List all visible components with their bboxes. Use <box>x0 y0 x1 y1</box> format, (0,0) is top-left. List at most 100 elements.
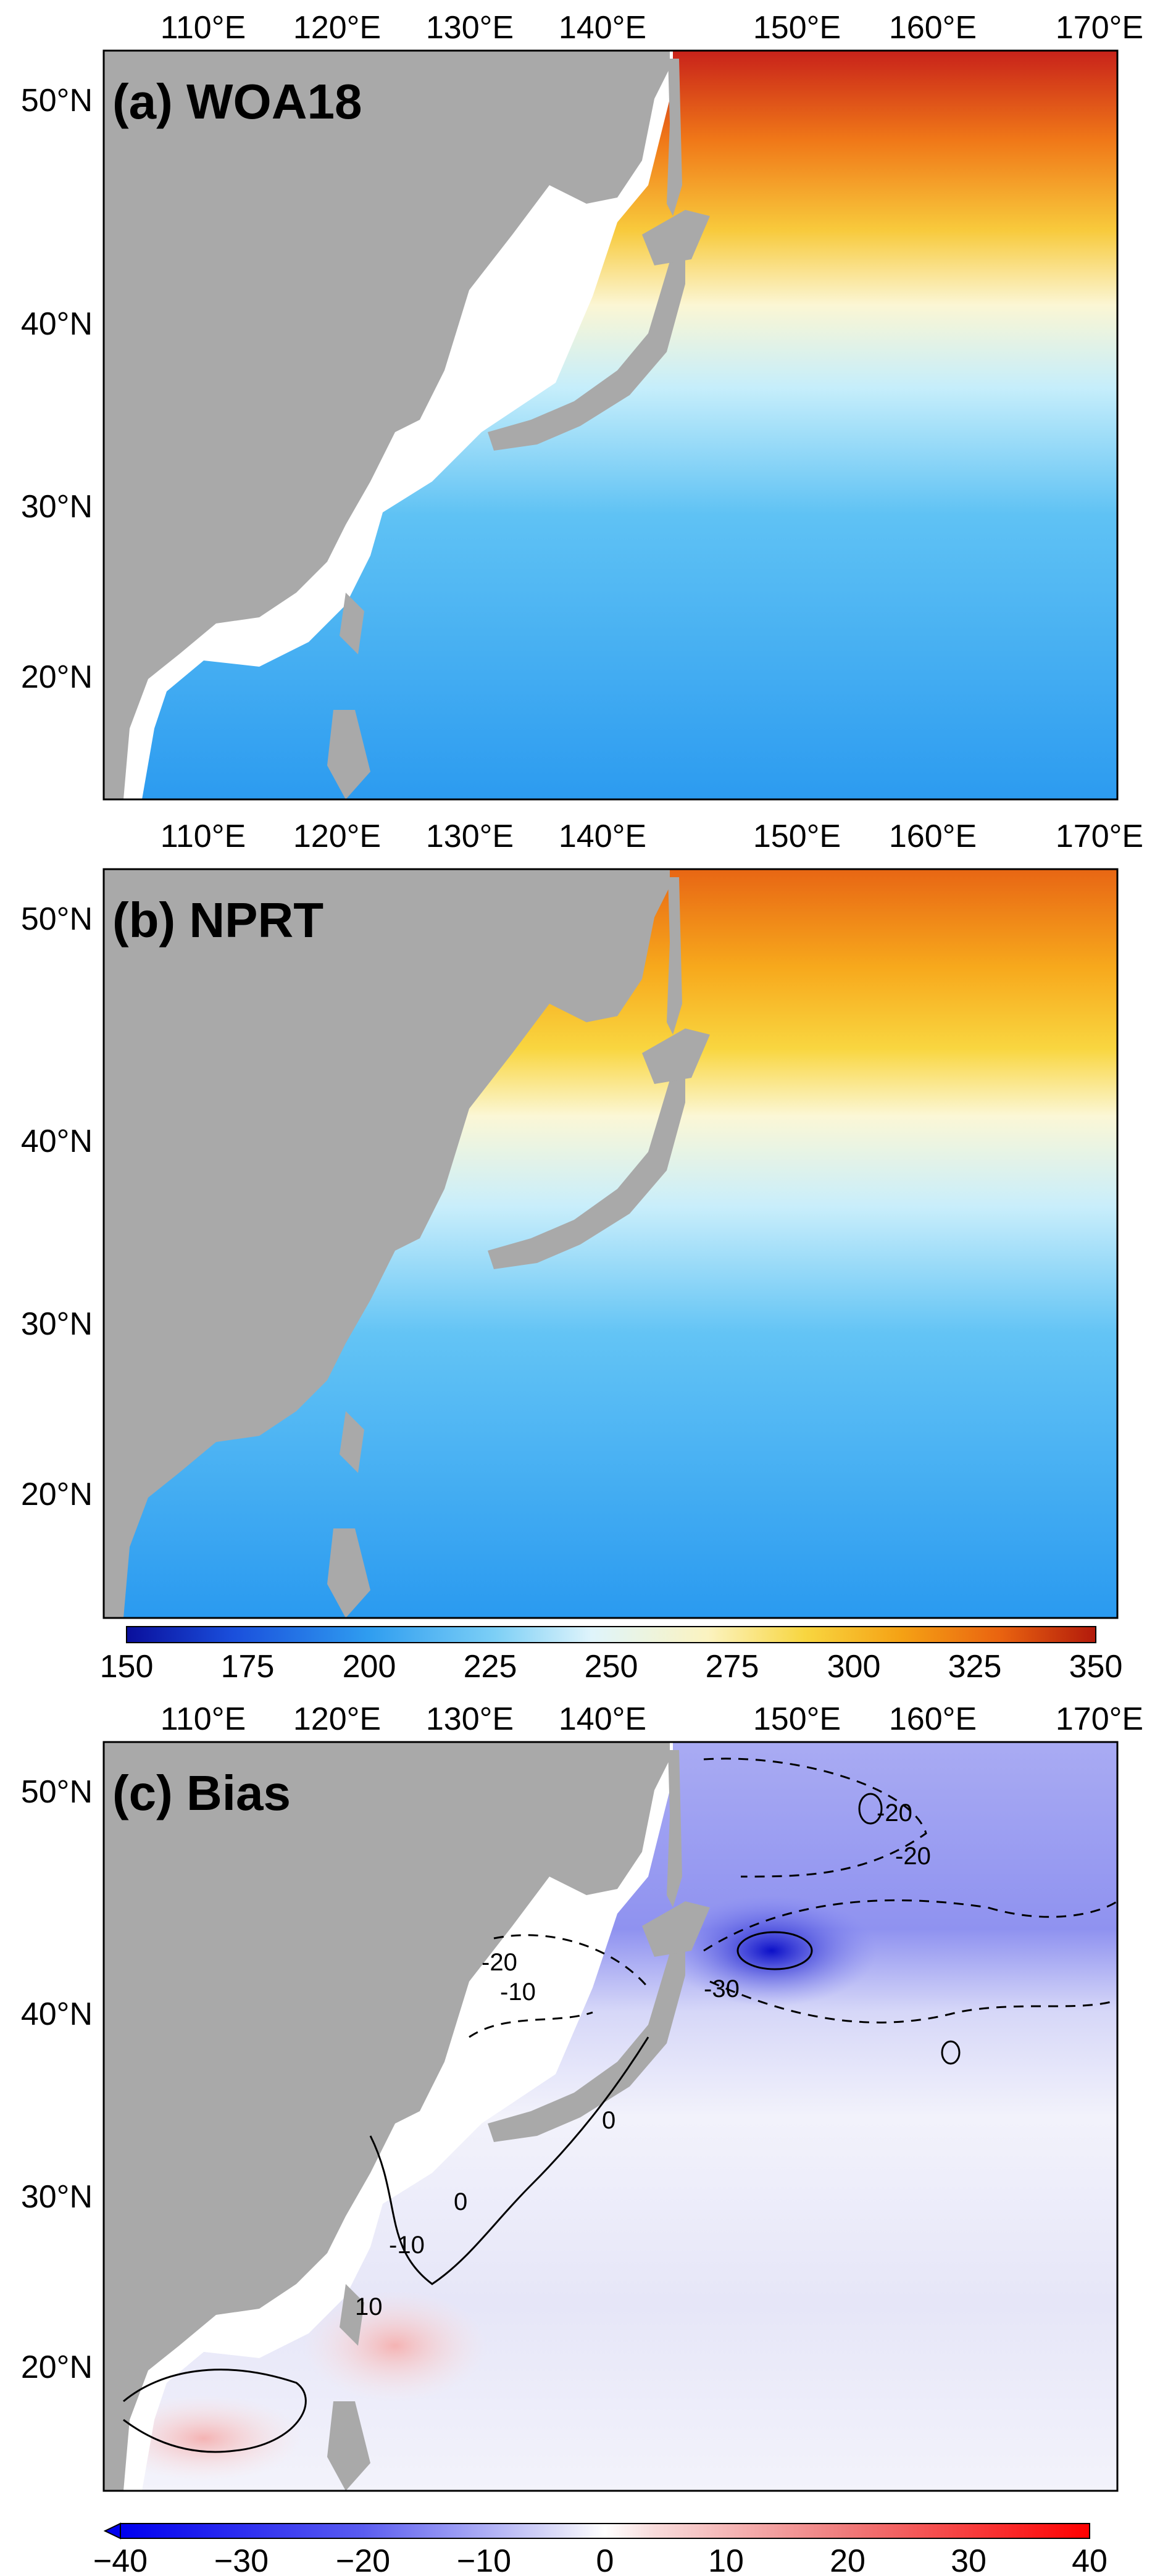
lat-label-40: 40°N <box>21 1996 93 2032</box>
land-asia <box>104 51 670 799</box>
contour-label: -10 <box>389 2232 425 2259</box>
contour-label: -30 <box>704 1975 740 2003</box>
contour-line <box>703 1757 927 1878</box>
lat-label-50: 50°N <box>21 901 93 937</box>
contour-label: 10 <box>355 2293 383 2320</box>
contour-label: -20 <box>482 1949 517 1976</box>
land-luzon <box>327 2401 370 2491</box>
contour-label: -20 <box>895 1843 931 1870</box>
lat-label-30: 30°N <box>21 2179 93 2215</box>
panel-title: (c) Bias <box>112 1765 291 1820</box>
panel-b-map: 110°E 120°E 130°E 140°E 150°E 160°E 170°… <box>21 819 1143 1619</box>
lat-label-50: 50°N <box>21 83 93 119</box>
lon-label-160: 160°E <box>889 819 977 854</box>
contour-labels: -20 -20 -30 -10 -20 0 0 -10 10 <box>355 1799 931 2320</box>
contour-label: 0 <box>454 2188 467 2215</box>
map-area: (a) WOA18 <box>102 49 1119 801</box>
land-taiwan <box>340 593 364 654</box>
land-taiwan <box>340 1411 364 1473</box>
lon-label-140: 140°E <box>559 10 646 46</box>
cb-tick: 175 <box>221 1649 275 1682</box>
lon-label-160: 160°E <box>889 1701 977 1737</box>
map-frame <box>102 868 1119 1619</box>
lon-labels-top: 110°E 120°E 130°E 140°E 150°E 160°E 170°… <box>161 1701 1143 1737</box>
lat-label-20: 20°N <box>21 1477 93 1512</box>
land-sakhalin <box>667 877 682 1035</box>
colorbar-extend-arrow <box>103 2522 121 2540</box>
lat-labels: 50°N 40°N 30°N 20°N <box>21 901 93 1512</box>
contours <box>123 1757 1118 2453</box>
land-sakhalin <box>667 59 682 216</box>
contour-line <box>469 2011 593 2038</box>
panel-title: (a) WOA18 <box>112 74 362 129</box>
contour-line <box>858 1793 883 1825</box>
colorbar-bias: −40 −30 −20 −10 0 10 20 30 40 <box>93 2522 1108 2576</box>
lon-label-120: 120°E <box>293 1701 381 1737</box>
land-asia <box>104 869 670 1618</box>
lon-label-150: 150°E <box>753 10 841 46</box>
lon-label-120: 120°E <box>293 819 381 854</box>
contour-line <box>123 2369 307 2453</box>
cb-tick: 20 <box>830 2543 866 2576</box>
land-taiwan <box>340 2284 364 2346</box>
land-hokkaido <box>642 210 710 265</box>
map-frame <box>102 49 1119 801</box>
panel-title: (b) NPRT <box>112 893 323 948</box>
cb-tick: 150 <box>100 1649 154 1682</box>
cb-tick: 40 <box>1072 2543 1108 2576</box>
contour-line <box>493 1934 649 1988</box>
lon-label-120: 120°E <box>293 10 381 46</box>
lon-labels-top: 110°E 120°E 130°E 140°E 150°E 160°E 170°… <box>161 10 1143 46</box>
panel-c-map: 110°E 120°E 130°E 140°E 150°E 160°E 170°… <box>21 1701 1143 2492</box>
lon-label-140: 140°E <box>559 1701 646 1737</box>
cb-tick: −10 <box>457 2543 511 2576</box>
colorbar-temperature: 150 175 200 225 250 275 300 325 350 <box>100 1626 1123 1682</box>
lat-label-20: 20°N <box>21 659 93 695</box>
map-area: -20 -20 -30 -10 -20 0 0 -10 10 (c) Bias <box>102 1741 1119 2492</box>
lat-labels: 50°N 40°N 30°N 20°N <box>21 1774 93 2385</box>
land-sakhalin <box>667 1750 682 1907</box>
colorbar-ramp <box>126 1626 1096 1643</box>
lat-label-40: 40°N <box>21 1123 93 1159</box>
cb-tick: 275 <box>706 1649 759 1682</box>
lon-label-110: 110°E <box>161 819 246 854</box>
contour-line <box>703 1899 1118 1952</box>
contour-label: -10 <box>500 1978 536 2006</box>
lon-label-110: 110°E <box>161 1701 246 1737</box>
land-japan <box>488 1028 685 1269</box>
land-hokkaido <box>642 1901 710 1957</box>
lat-label-30: 30°N <box>21 1306 93 1342</box>
lon-label-150: 150°E <box>753 1701 841 1737</box>
cb-tick: −30 <box>214 2543 269 2576</box>
cb-tick: 225 <box>464 1649 517 1682</box>
cb-tick: 350 <box>1069 1649 1123 1682</box>
bias-negative-core <box>667 1895 877 2006</box>
lat-labels: 50°N 40°N 30°N 20°N <box>21 83 93 695</box>
contour-label: 0 <box>602 2107 615 2134</box>
cb-tick: −20 <box>336 2543 390 2576</box>
contour-line <box>941 2040 961 2065</box>
land-luzon <box>327 1528 370 1618</box>
lon-label-110: 110°E <box>161 10 246 46</box>
lon-label-130: 130°E <box>426 819 514 854</box>
lat-label-40: 40°N <box>21 306 93 342</box>
cb-tick: −40 <box>93 2543 148 2576</box>
land-luzon <box>327 710 370 799</box>
cb-tick: 325 <box>948 1649 1002 1682</box>
lon-label-140: 140°E <box>559 819 646 854</box>
lon-label-170: 170°E <box>1056 819 1143 854</box>
contour-line <box>709 1980 1118 2024</box>
lon-label-160: 160°E <box>889 10 977 46</box>
cb-tick: 30 <box>951 2543 987 2576</box>
lat-label-50: 50°N <box>21 1774 93 1810</box>
cb-tick: 10 <box>708 2543 744 2576</box>
lon-label-130: 130°E <box>426 1701 514 1737</box>
cb-tick: 0 <box>596 2543 614 2576</box>
lon-label-130: 130°E <box>426 10 514 46</box>
contour-line <box>736 1931 813 1970</box>
lat-label-30: 30°N <box>21 489 93 525</box>
lon-labels-top: 110°E 120°E 130°E 140°E 150°E 160°E 170°… <box>161 819 1143 854</box>
colorbar-ramp <box>120 2523 1090 2539</box>
cb-tick: 300 <box>827 1649 881 1682</box>
lon-label-170: 170°E <box>1056 1701 1143 1737</box>
